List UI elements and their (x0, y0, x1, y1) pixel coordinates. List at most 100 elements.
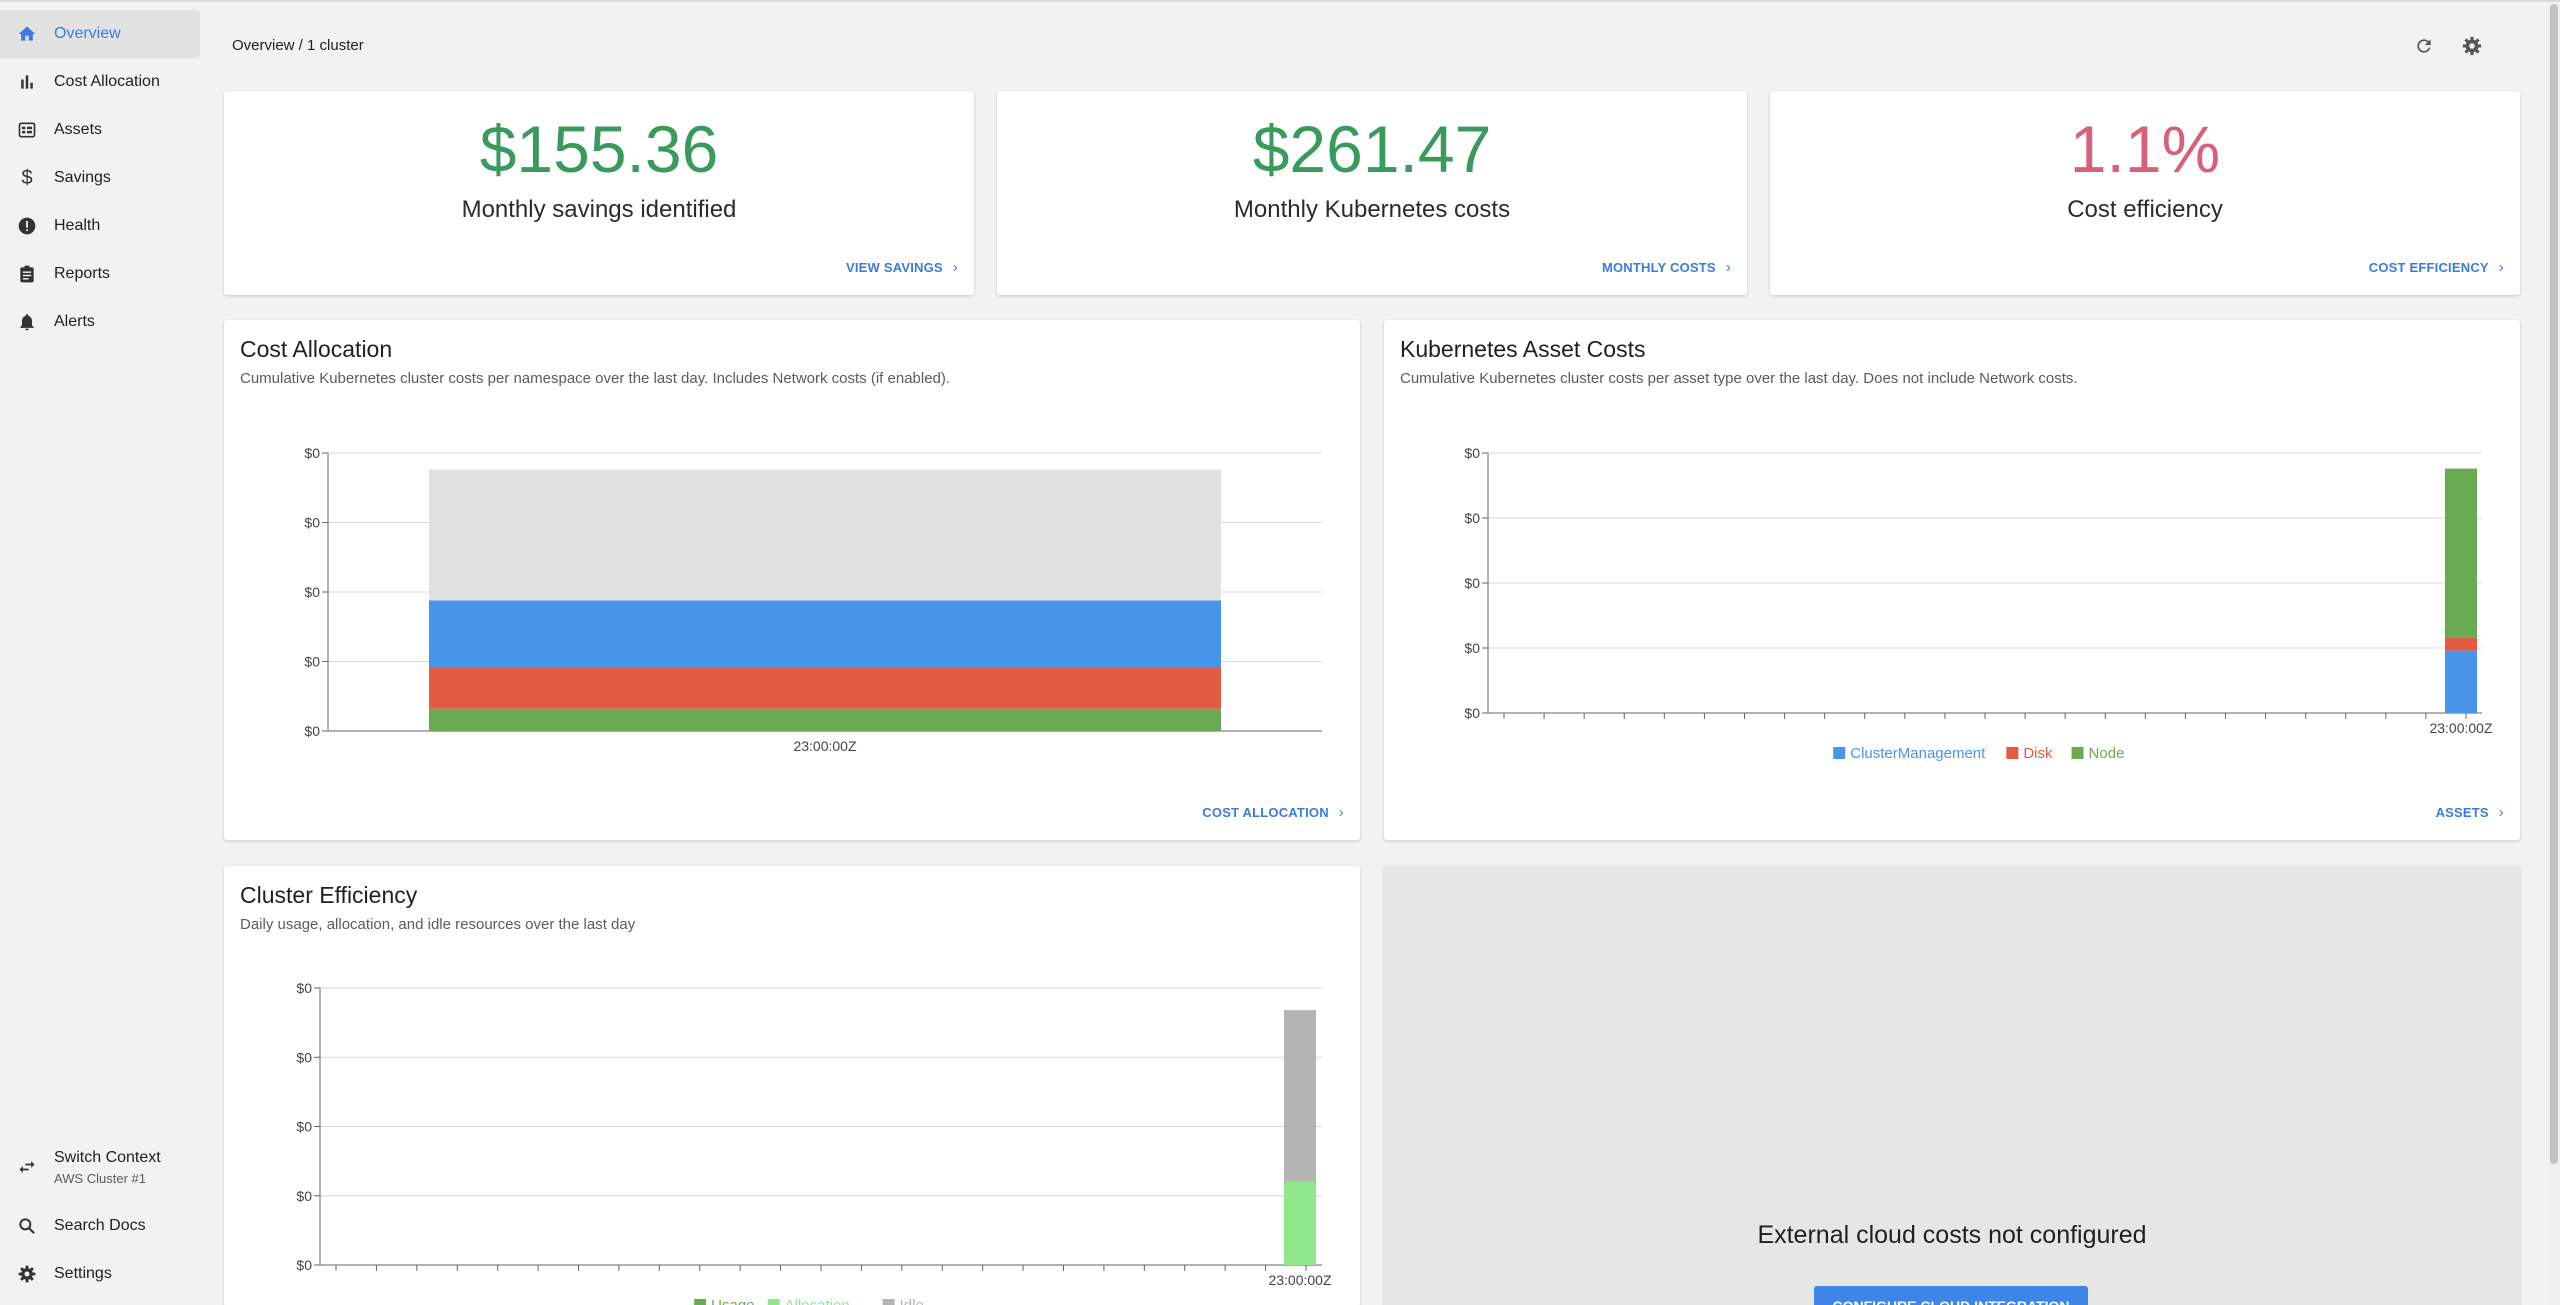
x-tick-label: 23:00:00Z (2429, 720, 2492, 736)
legend-swatch (882, 1299, 895, 1305)
legend-swatch (2006, 747, 2019, 759)
y-tick-label: $0 (296, 1188, 312, 1204)
sidebar-item-label: Overview (54, 25, 121, 42)
x-tick-label: 23:00:00Z (793, 738, 856, 754)
sidebar-item-label: Assets (54, 121, 103, 138)
sidebar-item-cost-allocation[interactable]: Cost Allocation (0, 58, 200, 106)
search-docs-label: Search Docs (54, 1217, 146, 1234)
configure-cloud-integration-button[interactable]: CONFIGURE CLOUD INTEGRATION (1814, 1286, 2088, 1305)
chevron-right-icon: › (952, 259, 958, 276)
link-label: COST ALLOCATION (1202, 805, 1329, 820)
settings-button[interactable]: Settings (0, 1250, 200, 1298)
cost-allocation-chart: $0 $0 $0 $0 $0 23:00:00Z (304, 445, 1322, 754)
sidebar-item-assets[interactable]: Assets (0, 106, 200, 154)
sidebar-item-overview[interactable]: Overview (0, 10, 200, 58)
chevron-right-icon: › (2498, 804, 2504, 821)
bell-icon (17, 312, 37, 332)
y-tick-label: $0 (304, 445, 320, 461)
cluster-efficiency-panel: Cluster Efficiency Daily usage, allocati… (224, 866, 1360, 1305)
savings-card: $155.36 Monthly savings identified VIEW … (224, 91, 974, 295)
bar-segment-series-2 (429, 600, 1221, 668)
switch-context-label: Switch Context (54, 1148, 161, 1166)
chevron-right-icon: › (1338, 804, 1344, 821)
settings-label: Settings (54, 1265, 112, 1282)
y-tick-label: $0 (304, 723, 320, 739)
y-tick-label: $0 (304, 654, 320, 670)
y-tick-label: $0 (304, 515, 320, 531)
monthly-costs-link[interactable]: MONTHLY COSTS › (1602, 259, 1731, 276)
refresh-icon[interactable] (2412, 34, 2436, 58)
sidebar-item-health[interactable]: Health (0, 202, 200, 250)
panel-title: Cost Allocation (240, 336, 393, 362)
scrollbar[interactable] (2548, 2, 2560, 1305)
legend-swatch (694, 1299, 707, 1305)
legend-label: Disk (2023, 745, 2053, 762)
savings-label: Monthly savings identified (461, 196, 737, 223)
y-tick-label: $0 (1464, 510, 1480, 526)
assets-link[interactable]: ASSETS › (2436, 804, 2504, 821)
link-label: VIEW SAVINGS (846, 260, 943, 275)
panel-title: Cluster Efficiency (240, 882, 418, 908)
bar-segment-clustermanagement (2445, 650, 2477, 713)
swap-icon (17, 1157, 37, 1177)
chevron-right-icon: › (2498, 259, 2504, 276)
x-tick-label: 23:00:00Z (1268, 1272, 1331, 1288)
breadcrumb: Overview / 1 cluster (232, 37, 364, 54)
legend-label: Node (2089, 745, 2125, 762)
gear-icon[interactable] (2460, 34, 2484, 58)
sidebar: Overview Cost Allocation Assets $ Saving… (0, 2, 210, 1305)
y-tick-label: $0 (1464, 445, 1480, 461)
bar-segment-series-3 (429, 469, 1221, 601)
sidebar-item-reports[interactable]: Reports (0, 250, 200, 298)
y-tick-label: $0 (1464, 705, 1480, 721)
legend-swatch (2071, 747, 2084, 759)
view-savings-link[interactable]: VIEW SAVINGS › (846, 259, 958, 276)
legend-label: ClusterManagement (1850, 745, 1986, 762)
y-tick-label: $0 (1464, 575, 1480, 591)
y-tick-label: $0 (296, 1119, 312, 1135)
sidebar-item-label: Savings (54, 169, 111, 186)
y-tick-label: $0 (296, 980, 312, 996)
savings-value: $155.36 (479, 112, 719, 186)
sidebar-item-label: Alerts (54, 313, 95, 330)
legend-swatch (767, 1299, 780, 1305)
sidebar-item-alerts[interactable]: Alerts (0, 298, 200, 346)
bar-segment-series-1 (429, 667, 1221, 709)
cost-efficiency-value: 1.1% (2069, 112, 2221, 186)
bar-chart-icon (17, 72, 37, 92)
panel-subtitle: Cumulative Kubernetes cluster costs per … (240, 370, 951, 387)
legend-label: Usage (711, 1297, 754, 1305)
cost-efficiency-link[interactable]: COST EFFICIENCY › (2369, 259, 2504, 276)
bar-segment-disk (2445, 637, 2477, 651)
home-icon (17, 24, 37, 44)
panel-subtitle: Daily usage, allocation, and idle resour… (240, 916, 636, 933)
chevron-right-icon: › (1725, 259, 1731, 276)
sidebar-item-savings[interactable]: $ Savings (0, 154, 200, 202)
legend-label: Allocation (785, 1297, 850, 1305)
dollar-icon: $ (21, 166, 33, 189)
alert-circle-icon (17, 216, 37, 236)
y-tick-label: $0 (296, 1257, 312, 1273)
bar-segment-allocation (1284, 1181, 1316, 1265)
scrollbar-thumb[interactable] (2550, 4, 2558, 1164)
y-tick-label: $0 (296, 1049, 312, 1065)
cost-efficiency-card: 1.1% Cost efficiency COST EFFICIENCY › (1770, 91, 2520, 295)
link-label: MONTHLY COSTS (1601, 260, 1716, 275)
asset-costs-panel: Kubernetes Asset Costs Cumulative Kubern… (1384, 320, 2520, 840)
panel-subtitle: Cumulative Kubernetes cluster costs per … (1400, 370, 2078, 387)
y-tick-label: $0 (1464, 640, 1480, 656)
link-label: ASSETS (2435, 805, 2489, 820)
sidebar-item-label: Cost Allocation (54, 73, 160, 90)
bar-segment-node (2445, 468, 2477, 638)
cost-allocation-link[interactable]: COST ALLOCATION › (1202, 804, 1344, 821)
search-docs-button[interactable]: Search Docs (0, 1202, 200, 1250)
sidebar-item-label: Health (54, 217, 101, 234)
sidebar-item-label: Reports (54, 265, 111, 282)
assets-icon (17, 120, 37, 140)
gear-icon (17, 1264, 37, 1284)
legend-label: Idle (900, 1297, 924, 1305)
y-tick-label: $0 (304, 584, 320, 600)
cost-efficiency-label: Cost efficiency (2067, 196, 2223, 223)
switch-context-button[interactable]: Switch Context AWS Cluster #1 (0, 1142, 200, 1192)
current-context-label: AWS Cluster #1 (54, 1170, 146, 1186)
